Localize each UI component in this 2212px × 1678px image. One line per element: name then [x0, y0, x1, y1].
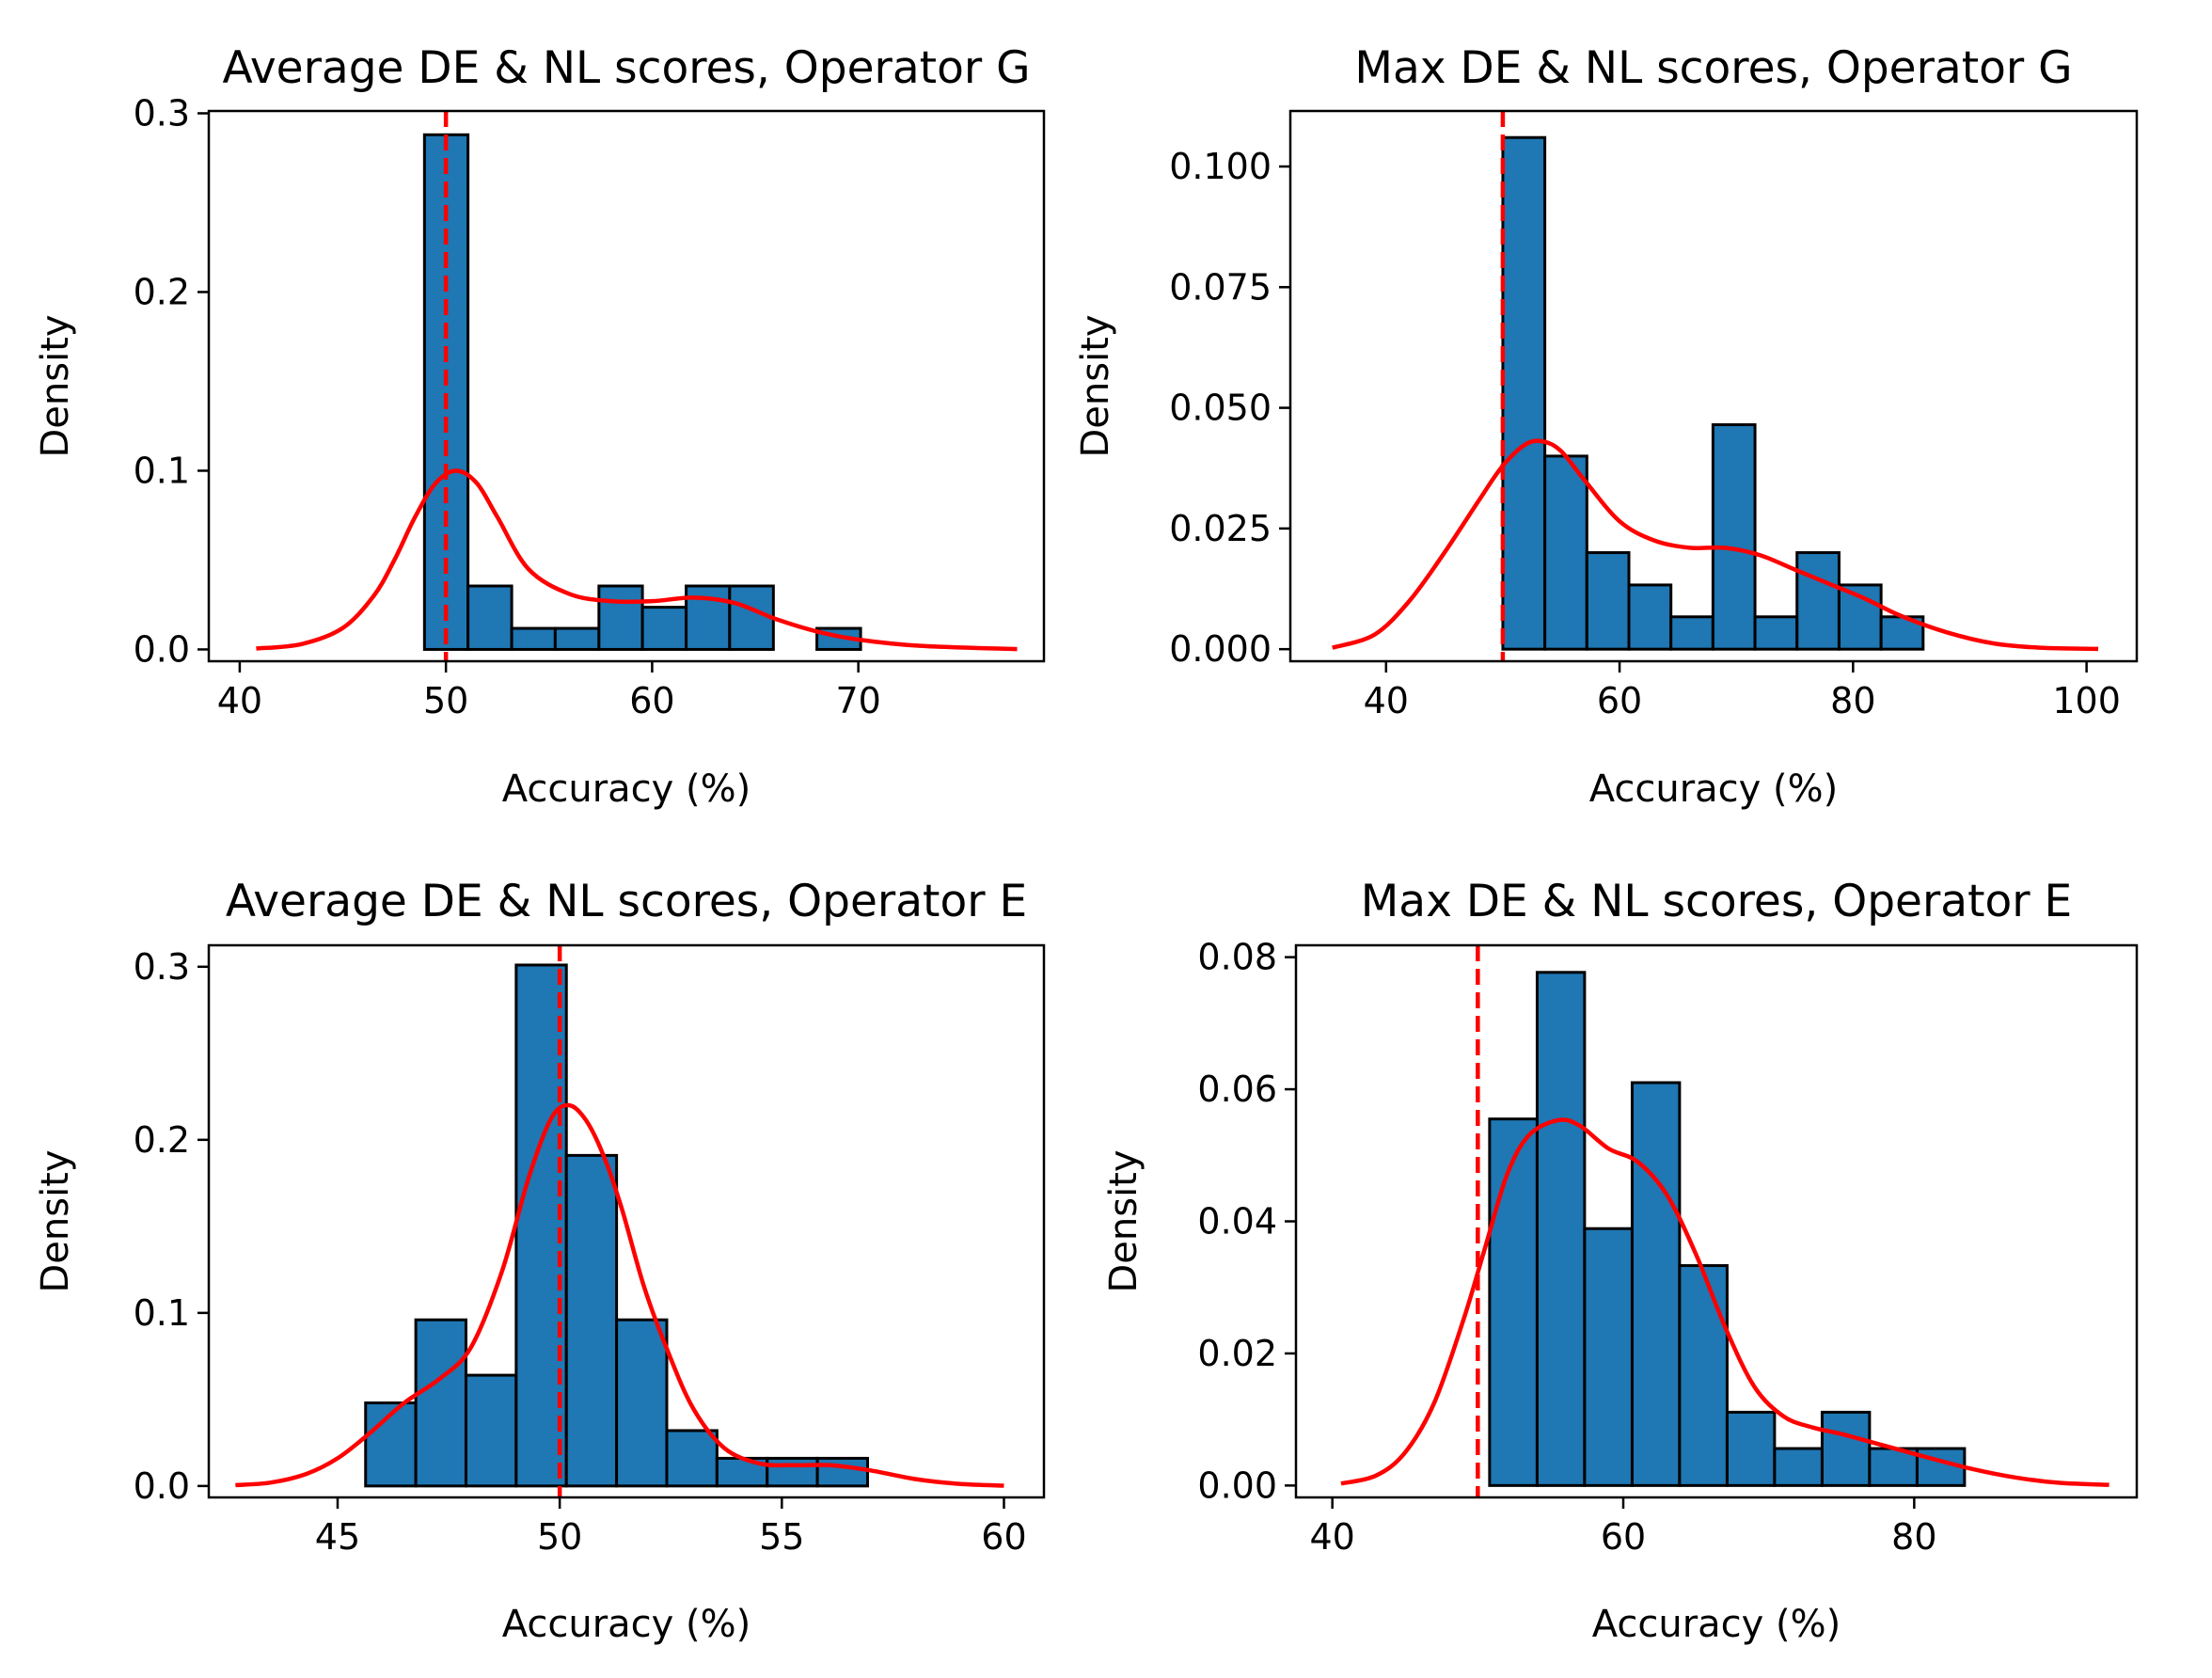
histogram-bar: [466, 584, 514, 651]
x-tick-label: 50: [537, 1516, 582, 1558]
histogram-bar: [1535, 971, 1587, 1487]
histogram-bar: [1753, 615, 1799, 651]
histogram-bar: [1585, 551, 1631, 651]
x-axis-label: Accuracy (%): [1592, 1603, 1841, 1646]
histogram-bar: [597, 584, 644, 651]
y-tick-label: 0.050: [1169, 388, 1272, 429]
histogram-bar: [1501, 135, 1547, 651]
y-tick-label: 0.000: [1169, 628, 1272, 670]
x-tick-label: 60: [1601, 1516, 1646, 1558]
histogram-bar: [510, 626, 557, 651]
y-axis-label: Density: [1102, 1149, 1146, 1292]
histogram-bar: [464, 1373, 518, 1488]
y-tick-label: 0.1: [134, 1292, 190, 1334]
x-tick-label: 80: [1830, 680, 1875, 721]
y-tick-label: 0.025: [1169, 508, 1272, 549]
histogram-bar: [1795, 551, 1841, 651]
x-tick-label: 60: [981, 1516, 1026, 1558]
histogram-bar: [766, 1456, 819, 1488]
histogram-bar: [665, 1429, 719, 1488]
x-tick-label: 70: [835, 680, 880, 721]
histogram-bar: [1678, 1264, 1729, 1487]
x-tick-label: 40: [1309, 1516, 1354, 1558]
x-axis-label: Accuracy (%): [502, 768, 751, 811]
subplot-1: 40 50 60 70 0.0 0.1 0.2 0.3 Average DE & NL scor…: [34, 42, 1046, 811]
histogram-bar: [640, 606, 688, 651]
subplot-4: 40 60 80 0.00 0.02 0.04 0.06 0.08 Max DE & NL sc…: [1102, 876, 2139, 1646]
histogram-bar: [1543, 454, 1588, 651]
subplot-3: 45 50 55 60 0.0 0.1 0.2 0.3 Average DE & NL scor…: [34, 876, 1046, 1646]
axes-frame: [1288, 109, 2139, 663]
chart-title: Max DE & NL scores, Operator E: [1361, 876, 2072, 927]
histogram-bar: [615, 1318, 669, 1488]
y-axis-label: Density: [34, 1149, 77, 1292]
histogram-bar: [728, 584, 775, 651]
y-tick-label: 0.00: [1197, 1464, 1277, 1506]
x-axis-label: Accuracy (%): [502, 1603, 751, 1646]
chart-title: Average DE & NL scores, Operator E: [226, 876, 1027, 927]
y-tick-label: 0.2: [134, 1119, 190, 1161]
x-tick-label: 60: [629, 680, 674, 721]
subplot-2: 40 60 80 100 0.000 0.025 0.050 0.075 0.100 Max DE…: [1074, 42, 2139, 811]
axes-frame: [207, 109, 1046, 663]
histogram-bar: [1820, 1410, 1872, 1487]
chart-title: Average DE & NL scores, Operator G: [222, 42, 1030, 94]
y-tick-label: 0.2: [134, 271, 190, 312]
x-tick-label: 40: [1364, 680, 1409, 721]
y-tick-label: 0.06: [1197, 1069, 1277, 1110]
y-tick-label: 0.1: [134, 450, 190, 491]
histogram-bar: [1711, 423, 1757, 651]
histogram-bar: [564, 1153, 619, 1488]
y-tick-label: 0.3: [134, 946, 190, 988]
x-axis-label: Accuracy (%): [1589, 768, 1839, 811]
kde-curve: [1340, 1117, 2109, 1487]
y-axis-label: Density: [1074, 314, 1117, 457]
histogram-bar: [1725, 1410, 1777, 1487]
histogram-bar: [1488, 1117, 1539, 1487]
kde-curve: [256, 468, 1018, 652]
histogram-bar: [414, 1318, 467, 1488]
x-tick-label: 60: [1597, 680, 1642, 721]
y-tick-label: 0.3: [134, 92, 190, 134]
y-tick-label: 0.0: [134, 628, 190, 670]
y-tick-label: 0.0: [134, 1465, 190, 1507]
kde-curve: [1332, 438, 2099, 652]
y-axis-label: Density: [34, 314, 77, 457]
histogram-bar: [1773, 1447, 1824, 1487]
kde-curve: [235, 1102, 1004, 1488]
x-tick-label: 100: [2052, 680, 2121, 721]
histogram-bar: [553, 626, 601, 651]
x-tick-label: 80: [1891, 1516, 1936, 1558]
y-tick-label: 0.02: [1197, 1333, 1277, 1374]
y-tick-label: 0.08: [1197, 937, 1277, 978]
histogram-bar: [1630, 1081, 1682, 1487]
axes-frame: [207, 943, 1046, 1499]
y-tick-label: 0.100: [1169, 146, 1272, 187]
y-tick-label: 0.075: [1169, 266, 1272, 308]
histogram-bar: [815, 1456, 869, 1488]
chart-title: Max DE & NL scores, Operator G: [1354, 42, 2072, 94]
x-tick-label: 50: [423, 680, 468, 721]
histogram-bar: [1583, 1227, 1634, 1487]
x-tick-label: 55: [759, 1516, 804, 1558]
histogram-bar: [1669, 615, 1714, 651]
histogram-bar: [1627, 583, 1673, 651]
y-tick-label: 0.04: [1197, 1201, 1277, 1243]
x-tick-label: 40: [217, 680, 262, 721]
x-tick-label: 45: [315, 1516, 360, 1558]
